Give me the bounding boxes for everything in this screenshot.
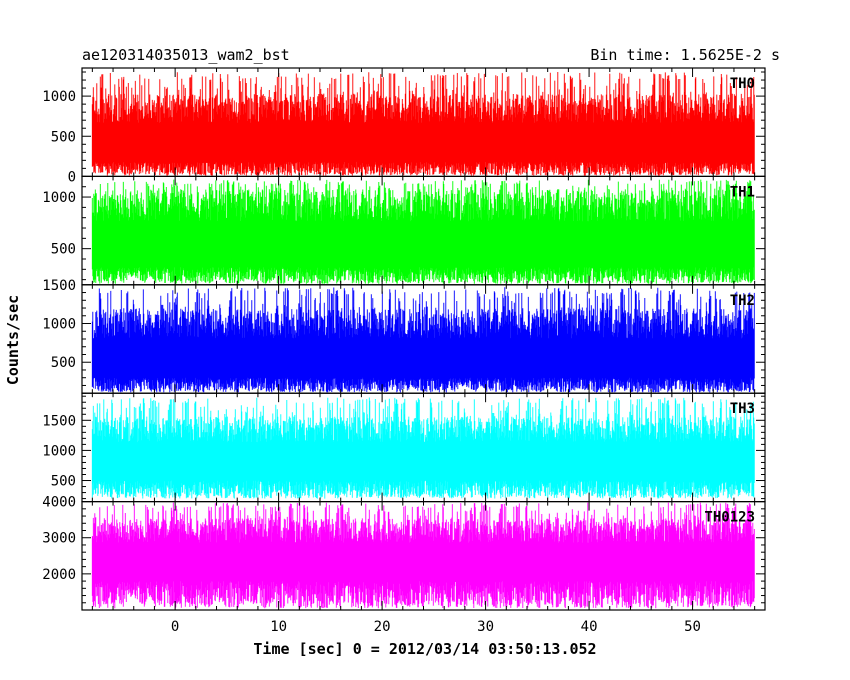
y-tick-label: 1000 (42, 190, 76, 206)
y-tick-label: 500 (51, 474, 76, 490)
x-tick-label: 50 (684, 619, 701, 635)
y-tick-label: 4000 (42, 495, 76, 511)
x-tick-label: 10 (270, 619, 287, 635)
series-th3 (91, 397, 755, 499)
x-tick-label: 30 (477, 619, 494, 635)
x-tick-label: 20 (374, 619, 391, 635)
y-tick-label: 3000 (42, 531, 76, 547)
panel-th2: 500 1000 1500 TH2 (42, 278, 766, 394)
series-th0123 (91, 502, 755, 609)
y-tick-label: 2000 (42, 567, 76, 583)
panel-th0123: 2000 3000 4000 TH0123 (42, 495, 766, 611)
series-th1 (91, 179, 755, 284)
panel-label: TH2 (730, 293, 755, 309)
bin-time-label: Bin time: 1.5625E-2 s (590, 46, 780, 64)
x-tick-label: 40 (581, 619, 598, 635)
chart-title: ae120314035013_wam2_bst (82, 46, 290, 64)
y-tick-label: 500 (51, 242, 76, 258)
x-axis-label: Time [sec] 0 = 2012/03/14 03:50:13.052 (253, 640, 596, 658)
y-tick-label: 1000 (42, 443, 76, 459)
y-tick-label: 0 (68, 169, 76, 185)
y-tick-label: 1500 (42, 413, 76, 429)
panel-label: TH0123 (704, 510, 755, 526)
panel-label: TH1 (730, 184, 755, 200)
series-th0 (91, 72, 755, 176)
panel-th0: 0 500 1000 TH0 (42, 67, 766, 185)
y-axis-label: Counts/sec (4, 295, 22, 385)
y-tick-label: 1000 (42, 317, 76, 333)
y-tick-label: 1000 (42, 89, 76, 105)
y-tick-label: 500 (51, 355, 76, 371)
series-th2 (91, 287, 755, 393)
y-tick-label: 500 (51, 129, 76, 145)
x-tick-label: 0 (171, 619, 179, 635)
panel-th3: 500 1000 1500 TH3 (42, 392, 766, 503)
panel-th1: 500 1000 TH1 (42, 175, 766, 286)
y-tick-label: 1500 (42, 278, 76, 294)
panel-label: TH0 (730, 76, 755, 92)
panel-label: TH3 (730, 401, 755, 417)
